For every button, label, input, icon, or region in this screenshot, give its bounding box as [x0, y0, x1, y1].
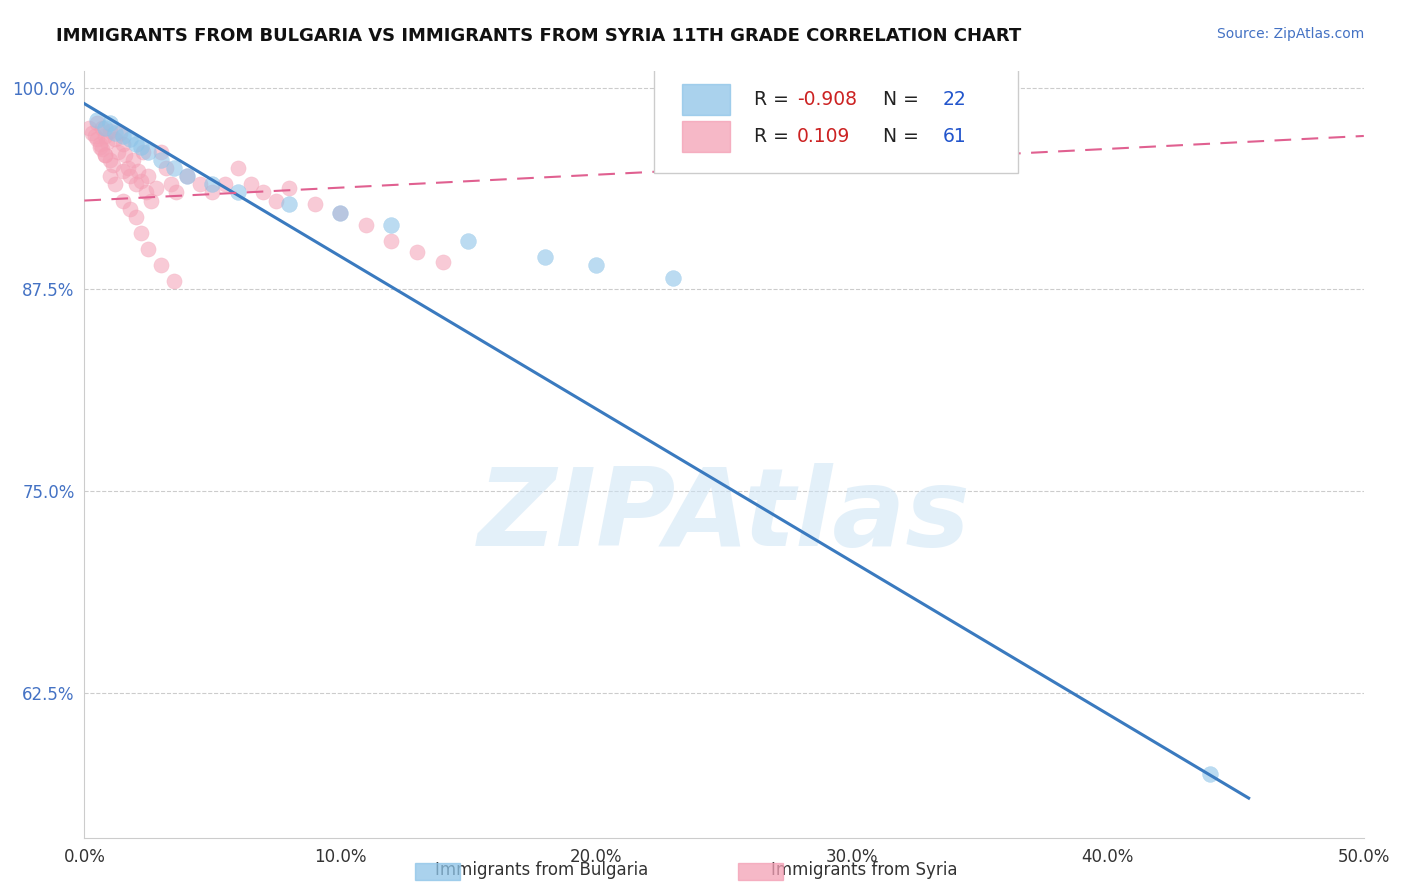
Point: [138, 169, 160, 184]
Point: [160, 178, 183, 192]
Point: [129, 174, 152, 188]
Point: [585, 258, 607, 272]
Point: [111, 136, 134, 151]
Point: [89, 140, 111, 154]
Text: N =: N =: [872, 90, 925, 109]
Point: [104, 132, 127, 146]
Point: [138, 145, 160, 160]
Point: [138, 242, 160, 256]
Point: [188, 178, 211, 192]
Point: [129, 226, 152, 240]
Point: [79, 120, 101, 135]
Point: [120, 132, 142, 146]
Text: R =: R =: [754, 90, 794, 109]
Point: [406, 245, 429, 260]
Point: [122, 153, 145, 168]
Point: [662, 271, 685, 285]
Point: [80, 126, 103, 140]
Point: [98, 153, 121, 168]
Point: [201, 178, 224, 192]
Text: 22: 22: [943, 90, 967, 109]
Point: [176, 169, 198, 184]
Point: [432, 255, 454, 269]
Point: [155, 161, 177, 176]
Text: 0.109: 0.109: [797, 127, 851, 146]
Point: [96, 136, 118, 150]
Point: [98, 169, 121, 184]
Point: [166, 186, 188, 200]
Point: [145, 180, 167, 194]
Point: [86, 116, 108, 130]
Point: [94, 148, 117, 162]
Point: [176, 169, 198, 184]
Point: [124, 178, 146, 192]
Point: [163, 274, 186, 288]
Point: [94, 128, 117, 143]
Point: [101, 158, 124, 172]
Point: [111, 194, 134, 208]
Point: [380, 234, 402, 248]
Point: [264, 194, 288, 208]
Point: [201, 186, 224, 200]
Point: [278, 180, 301, 194]
Point: [354, 218, 377, 232]
Point: [150, 145, 173, 160]
Point: [150, 258, 173, 272]
Point: [107, 145, 129, 160]
Point: [108, 126, 131, 140]
Point: [114, 148, 136, 162]
Text: -0.908: -0.908: [797, 90, 858, 109]
Point: [129, 140, 152, 154]
Point: [132, 145, 155, 160]
Point: [104, 126, 127, 140]
Text: Source: ZipAtlas.com: Source: ZipAtlas.com: [1216, 27, 1364, 41]
Text: Immigrants from Syria: Immigrants from Syria: [772, 861, 957, 879]
Point: [226, 186, 249, 200]
Point: [111, 128, 134, 143]
Point: [83, 128, 105, 143]
Point: [120, 169, 142, 184]
Text: N =: N =: [872, 127, 925, 146]
Text: R =: R =: [754, 127, 800, 146]
Point: [139, 194, 162, 208]
Point: [1199, 767, 1222, 781]
Point: [304, 196, 326, 211]
Point: [380, 218, 402, 232]
Text: ZIPAtlas: ZIPAtlas: [478, 463, 970, 569]
FancyBboxPatch shape: [654, 68, 1018, 173]
Point: [252, 186, 274, 200]
Point: [163, 161, 186, 176]
Point: [135, 186, 157, 200]
Point: [124, 136, 146, 151]
Point: [239, 178, 262, 192]
Point: [329, 206, 352, 220]
Point: [98, 124, 121, 138]
Point: [329, 206, 352, 220]
Point: [124, 210, 146, 224]
Text: 61: 61: [943, 127, 967, 146]
Point: [457, 234, 479, 248]
Point: [89, 136, 111, 151]
Point: [214, 178, 236, 192]
Point: [94, 120, 117, 135]
Point: [91, 142, 114, 156]
Point: [117, 161, 139, 176]
Point: [150, 153, 173, 168]
Text: IMMIGRANTS FROM BULGARIA VS IMMIGRANTS FROM SYRIA 11TH GRADE CORRELATION CHART: IMMIGRANTS FROM BULGARIA VS IMMIGRANTS F…: [56, 27, 1022, 45]
FancyBboxPatch shape: [682, 85, 731, 115]
FancyBboxPatch shape: [682, 121, 731, 152]
Point: [91, 120, 114, 135]
Point: [104, 178, 127, 192]
Point: [94, 148, 117, 162]
Point: [278, 196, 301, 211]
Point: [86, 112, 108, 127]
Point: [226, 161, 249, 176]
Point: [98, 116, 121, 130]
Point: [111, 164, 134, 178]
Point: [127, 164, 149, 178]
Point: [534, 250, 557, 264]
Point: [86, 132, 108, 146]
Point: [120, 202, 142, 216]
Text: Immigrants from Bulgaria: Immigrants from Bulgaria: [434, 861, 648, 879]
